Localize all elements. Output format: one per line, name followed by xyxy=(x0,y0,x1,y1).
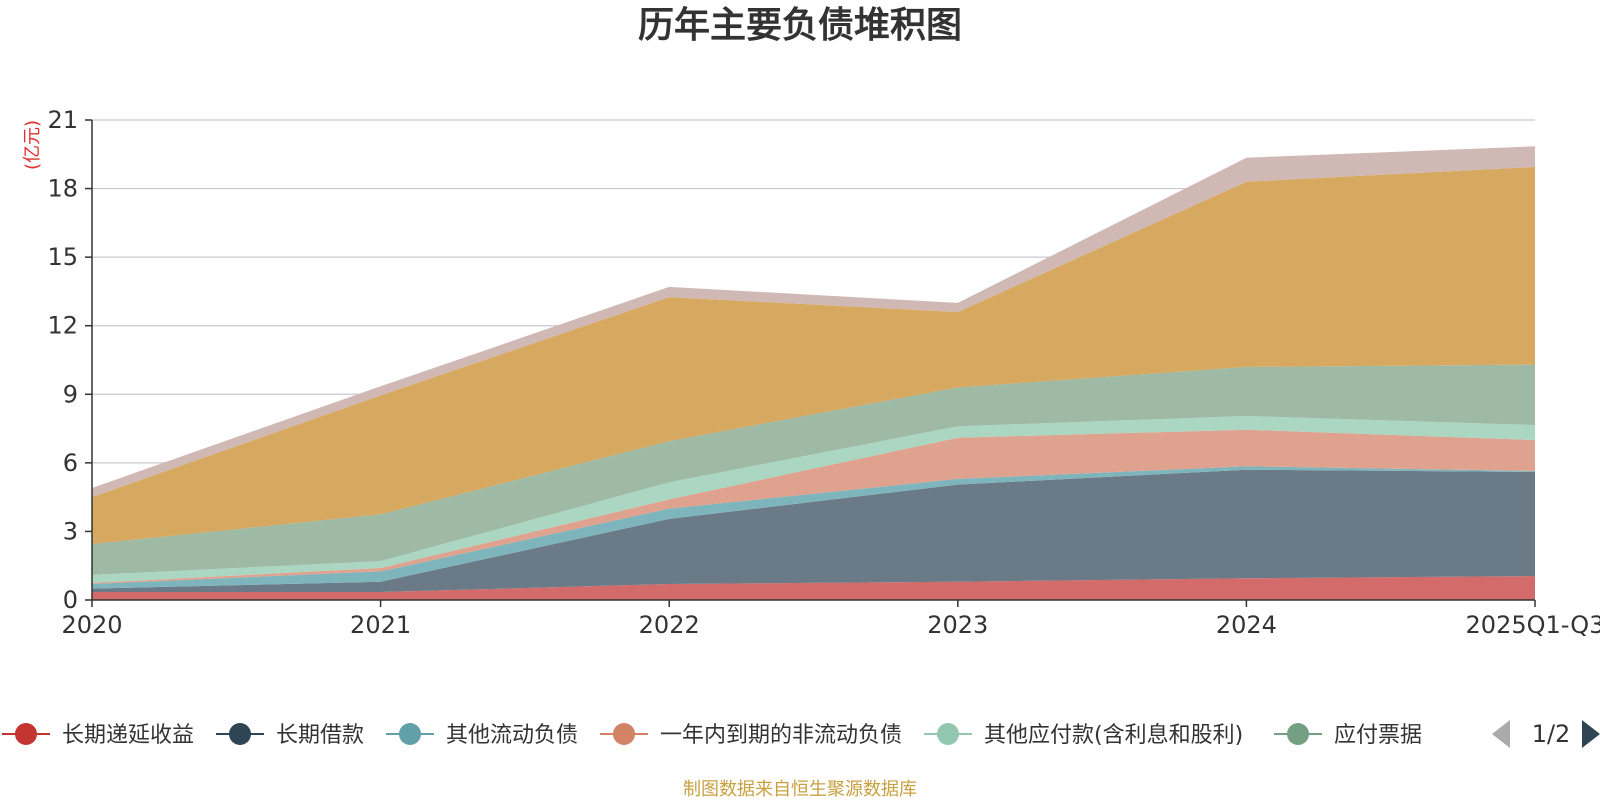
area-series-2[interactable] xyxy=(92,466,1535,589)
area-series-1[interactable] xyxy=(92,469,1535,592)
area-series xyxy=(92,146,1535,600)
axes xyxy=(91,120,1535,601)
area-series-5[interactable] xyxy=(92,364,1535,575)
legend-marker xyxy=(613,723,635,745)
y-tick-label: 15 xyxy=(47,243,78,271)
legend-pager: 1/2 xyxy=(1492,720,1600,748)
legend-label: 长期递延收益 xyxy=(62,723,194,748)
legend-label: 长期借款 xyxy=(276,723,364,748)
legend-item[interactable]: 其他流动负债 xyxy=(386,723,578,748)
y-tick-label: 21 xyxy=(47,106,78,134)
area-series-6[interactable] xyxy=(92,166,1535,544)
x-tick-label: 2023 xyxy=(927,611,988,639)
legend-page-indicator: 1/2 xyxy=(1532,720,1571,748)
legend-label: 其他流动负债 xyxy=(446,723,578,748)
legend-marker xyxy=(1287,723,1309,745)
legend-next-arrow-icon[interactable] xyxy=(1582,720,1600,748)
y-axis-unit-label: (亿元) xyxy=(22,120,43,170)
legend-prev-arrow-icon[interactable] xyxy=(1492,720,1510,748)
x-tick-label: 2020 xyxy=(61,611,122,639)
y-tick-label: 9 xyxy=(63,380,78,408)
y-tick-label: 0 xyxy=(63,586,78,614)
y-tick-label: 3 xyxy=(63,517,78,545)
area-series-3[interactable] xyxy=(92,429,1535,584)
legend-item[interactable]: 一年内到期的非流动负债 xyxy=(600,723,902,748)
legend-item[interactable]: 应付票据 xyxy=(1274,723,1422,748)
x-tick-label: 2025Q1-Q3 xyxy=(1466,611,1600,639)
x-tick-label: 2021 xyxy=(350,611,411,639)
legend-label: 其他应付款(含利息和股利) xyxy=(984,723,1243,748)
y-tick-label: 12 xyxy=(47,312,78,340)
y-tick-label: 6 xyxy=(63,449,78,477)
legend-marker xyxy=(937,723,959,745)
legend-marker xyxy=(15,723,37,745)
legend: 长期递延收益 长期借款 其他流动负债 一年内到期的非流动负债 其他应付款(含利息和股利)… xyxy=(2,723,1422,748)
chart-title: 历年主要负债堆积图 xyxy=(638,5,962,46)
legend-item[interactable]: 长期递延收益 xyxy=(2,723,194,748)
y-tick-label: 18 xyxy=(47,175,78,203)
legend-item[interactable]: 其他应付款(含利息和股利) xyxy=(924,723,1243,748)
area-series-0[interactable] xyxy=(92,576,1535,600)
legend-marker xyxy=(399,723,421,745)
y-axis-ticks: 0 3 6 9 12 15 18 21 xyxy=(47,106,92,614)
legend-label: 一年内到期的非流动负债 xyxy=(660,723,902,748)
x-tick-label: 2024 xyxy=(1216,611,1277,639)
legend-item[interactable]: 长期借款 xyxy=(216,723,364,748)
x-tick-label: 2022 xyxy=(639,611,700,639)
source-note: 制图数据来自恒生聚源数据库 xyxy=(683,779,917,800)
legend-marker xyxy=(229,723,251,745)
x-axis-ticks: 2020 2021 2022 2023 2024 2025Q1-Q3 xyxy=(61,600,1600,639)
legend-label: 应付票据 xyxy=(1334,723,1422,748)
area-series-4[interactable] xyxy=(92,416,1535,583)
